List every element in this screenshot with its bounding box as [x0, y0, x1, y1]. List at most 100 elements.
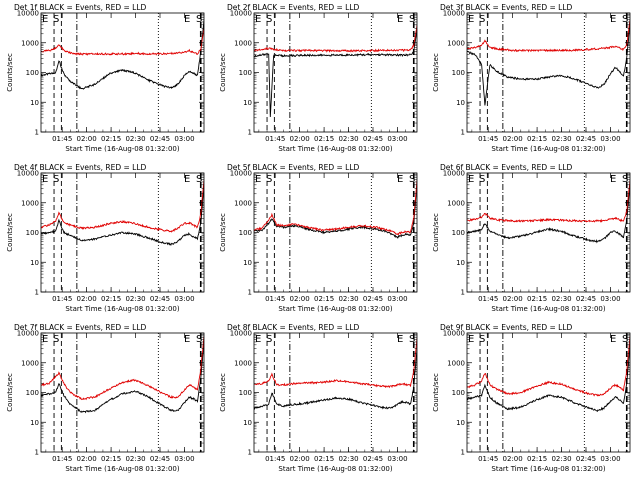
chart-panel-4: Det 4f BLACK = Events, RED = LLD 1 10 100 10…: [6, 163, 205, 313]
y-tick-label: 100: [239, 229, 252, 237]
x-tick-label: 02:15: [314, 135, 334, 143]
y-tick-label: 10: [30, 99, 39, 107]
y-tick-label: 10000: [17, 170, 39, 178]
plot-area: [467, 173, 630, 292]
y-tick-label: 100: [452, 229, 465, 237]
corner-marker-label: S: [622, 14, 628, 25]
corner-marker-label: E: [184, 334, 190, 345]
y-tick-label: 1: [35, 289, 39, 297]
y-axis-label: Counts/sec: [219, 53, 227, 92]
plot-area: [254, 13, 417, 132]
y-tick-label: 10000: [17, 330, 39, 338]
plot-area: [41, 13, 204, 132]
plot-area: [41, 173, 204, 292]
lld-series-line: [467, 335, 630, 397]
chart-title: Det 4f BLACK = Events, RED = LLD: [14, 163, 147, 172]
corner-marker-label: S: [196, 334, 202, 345]
corner-marker-label: E: [397, 174, 403, 185]
y-tick-label: 1000: [447, 359, 465, 367]
lld-series-line: [41, 28, 204, 56]
x-tick-label: 02:45: [576, 295, 596, 303]
corner-marker-label: S: [53, 14, 59, 25]
x-tick-label: 02:30: [125, 295, 145, 303]
x-tick-label: 01:45: [52, 455, 72, 463]
x-tick-label: 03:00: [600, 455, 620, 463]
events-series-line: [467, 21, 630, 106]
corner-marker-label: E: [255, 334, 261, 345]
x-tick-label: 02:00: [503, 295, 523, 303]
corner-marker-label: E: [184, 14, 190, 25]
corner-marker-label: S: [53, 334, 59, 345]
chart-panel-6: Det 6f BLACK = Events, RED = LLD 1 10 100 10…: [432, 163, 631, 313]
chart-title: Det 5f BLACK = Events, RED = LLD: [227, 163, 360, 172]
corner-marker-label: E: [468, 14, 474, 25]
y-tick-label: 100: [239, 389, 252, 397]
x-tick-label: 02:00: [77, 295, 97, 303]
y-tick-label: 10000: [17, 10, 39, 18]
x-tick-label: 02:00: [503, 135, 523, 143]
lld-series-line: [254, 24, 417, 53]
y-tick-label: 1000: [21, 199, 39, 207]
x-tick-label: 01:45: [265, 295, 285, 303]
y-tick-label: 1000: [234, 359, 252, 367]
y-axis-label: Counts/sec: [219, 213, 227, 252]
y-tick-label: 1: [461, 449, 465, 457]
y-tick-label: 100: [452, 69, 465, 77]
x-tick-label: 03:00: [600, 295, 620, 303]
y-tick-label: 10: [456, 99, 465, 107]
events-series-line: [467, 184, 630, 244]
plot-frame: [253, 12, 418, 133]
chart-title: Det 2f BLACK = Events, RED = LLD: [227, 3, 360, 12]
x-tick-label: 01:45: [52, 295, 72, 303]
chart-panel-9: Det 9f BLACK = Events, RED = LLD 1 10 100 10…: [432, 323, 631, 473]
lld-series-line: [41, 179, 204, 233]
corner-marker-label: S: [479, 14, 485, 25]
corner-marker-label: E: [468, 334, 474, 345]
corner-marker-label: S: [479, 334, 485, 345]
corner-marker-label: S: [196, 174, 202, 185]
lld-series-line: [41, 335, 204, 401]
events-series-line: [467, 344, 630, 413]
y-tick-label: 1000: [234, 39, 252, 47]
lld-series-line: [467, 179, 630, 223]
x-axis-label: Start Time (16-Aug-08 01:32:00): [278, 465, 392, 473]
x-tick-label: 02:30: [125, 455, 145, 463]
plot-frame: [466, 12, 631, 133]
corner-marker-label: E: [610, 14, 616, 25]
x-tick-label: 02:00: [290, 455, 310, 463]
x-tick-label: 02:00: [290, 295, 310, 303]
plot-area: [41, 333, 204, 452]
x-tick-label: 02:15: [101, 455, 121, 463]
x-tick-label: 01:45: [478, 295, 498, 303]
x-tick-label: 02:00: [77, 135, 97, 143]
x-tick-label: 02:30: [338, 295, 358, 303]
y-tick-label: 10: [243, 99, 252, 107]
y-tick-label: 10: [243, 419, 252, 427]
y-tick-label: 100: [26, 229, 39, 237]
y-tick-label: 100: [26, 69, 39, 77]
y-tick-label: 1000: [447, 199, 465, 207]
plot-frame: [40, 12, 205, 133]
lld-series-line: [254, 337, 417, 389]
y-tick-label: 1000: [21, 359, 39, 367]
events-series-line: [254, 348, 417, 411]
x-tick-label: 03:00: [387, 455, 407, 463]
events-series-line: [41, 19, 204, 90]
y-tick-label: 1000: [234, 199, 252, 207]
y-tick-label: 100: [452, 389, 465, 397]
lld-series-line: [254, 179, 417, 236]
y-tick-label: 1000: [447, 39, 465, 47]
x-tick-label: 02:15: [527, 135, 547, 143]
x-tick-label: 02:30: [338, 135, 358, 143]
chart-panel-7: Det 7f BLACK = Events, RED = LLD 1 10 100 10…: [6, 323, 205, 473]
x-axis-label: Start Time (16-Aug-08 01:32:00): [65, 145, 179, 153]
events-series-line: [254, 28, 417, 118]
y-tick-label: 1: [461, 129, 465, 137]
chart-title: Det 9f BLACK = Events, RED = LLD: [440, 323, 573, 332]
chart-panel-1: Det 1f BLACK = Events, RED = LLD 1 10 100 10…: [6, 3, 205, 153]
events-series-line: [41, 341, 204, 414]
corner-marker-label: E: [255, 174, 261, 185]
x-tick-label: 03:00: [600, 135, 620, 143]
corner-marker-label: E: [255, 14, 261, 25]
